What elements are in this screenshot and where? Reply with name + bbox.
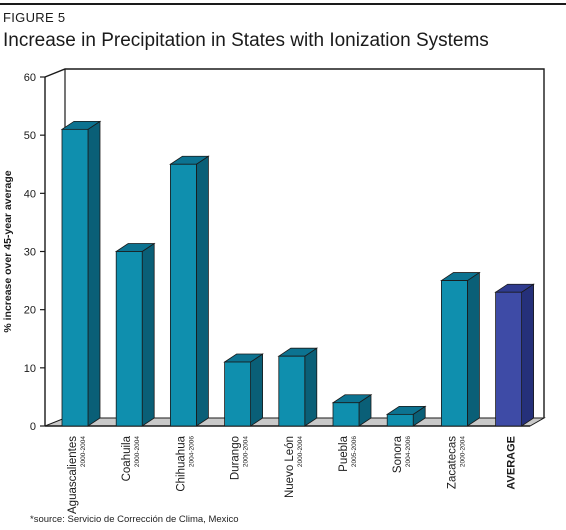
bar-zacatecas [440,280,468,427]
y-tick-label: 60 [24,72,36,84]
y-tick-label: 30 [24,247,36,259]
bar-coahuila [115,251,143,427]
category-years: 2000-2004 [459,436,466,467]
x-label-zacatecas: Zacatecas 2000-2004 [446,436,466,489]
category-years: 2005-2006 [351,436,358,467]
bar-sonora [386,413,414,427]
category-name: Aguascalientes [67,436,79,514]
bar-side-chihuahua [195,155,209,427]
bar-side-durango [250,353,264,427]
category-name: Coahuila [121,435,133,481]
category-name: Zacatecas [446,436,458,489]
y-tick-label: 50 [24,130,36,142]
x-label-nuevo-le-n: Nuevo León 2000-2004 [284,436,304,498]
bar-durango [224,361,252,427]
plot-back-wall [44,68,545,418]
category-name: Nuevo León [284,436,296,498]
x-label-chihuahua: Chihuahua 2004-2006 [175,435,195,491]
y-tick-label: 20 [24,305,36,317]
category-name: AVERAGE [506,436,518,490]
bar-puebla [332,402,360,427]
category-years: 2000-2004 [297,436,304,467]
y-tick-label: 40 [24,188,36,200]
bar-chihuahua [169,163,197,427]
bar-aguascalientes [61,128,89,427]
category-years: 2000-2004 [243,436,250,467]
category-name: Chihuahua [175,435,187,491]
x-label-aguascalientes: Aguascalientes 2000-2004 [67,436,87,514]
top-rule [0,3,566,5]
bar-average [495,291,523,427]
chart-title: Increase in Precipitation in States with… [3,30,489,51]
category-years: 2004-2006 [405,436,412,467]
bar-side-nuevo-le-n [304,347,318,427]
bar-side-average [521,283,534,427]
bar-side-zacatecas [466,271,480,427]
category-years: 2000-2004 [80,436,87,467]
figure-label: FIGURE 5 [3,10,66,25]
y-tick-label: 10 [24,363,36,375]
bar-side-aguascalientes [87,120,101,427]
y-tick-label: 0 [30,421,36,433]
x-label-average: AVERAGE [506,436,518,490]
y-axis-label: % increase over 45-year average [2,170,14,332]
bar-side-coahuila [141,242,155,427]
category-name: Durango [230,436,242,480]
x-label-puebla: Puebla 2005-2006 [338,435,358,471]
category-years: 2000-2004 [134,436,141,467]
category-name: Puebla [338,435,350,471]
category-name: Sonora [392,435,404,473]
x-label-coahuila: Coahuila 2000-2004 [121,435,141,481]
bar-nuevo-le-n [278,355,306,427]
x-label-durango: Durango 2000-2004 [230,436,250,481]
x-label-sonora: Sonora 2004-2006 [392,435,412,473]
category-years: 2004-2006 [188,436,195,467]
source-note: *source: Servicio de Corrección de Clima… [30,514,239,525]
